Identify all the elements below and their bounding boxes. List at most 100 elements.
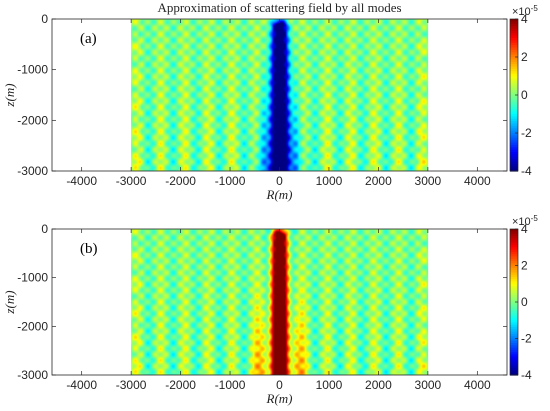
colorbar-segment — [510, 161, 518, 165]
colorbar-segment — [510, 68, 518, 72]
x-tick-label: 2000 — [365, 174, 392, 188]
x-tick-label: -4000 — [66, 174, 97, 188]
colorbar-segment — [510, 109, 518, 113]
colorbar-segment — [510, 238, 518, 242]
colorbar-segment — [510, 343, 518, 346]
colorbar-segment — [510, 137, 518, 141]
panels: -4000 -3000 -2000 -1000 0 1000 2000 3000 40000-1… — [2, 4, 538, 406]
colorbar-segment — [510, 263, 518, 267]
colorbar-segment — [510, 240, 518, 244]
colorbar-segment — [510, 21, 518, 25]
colorbar-segment — [510, 365, 518, 369]
colorbar-segment — [510, 256, 518, 260]
colorbar-tick-label: 4 — [521, 222, 528, 236]
colorbar-segment — [510, 297, 518, 301]
colorbar-tick-label: 2 — [521, 50, 528, 64]
colorbar-segment — [510, 333, 518, 337]
colorbar-segment — [510, 311, 518, 315]
y-tick-label: 0 — [41, 12, 48, 26]
colorbar-segment — [510, 111, 518, 115]
x-tick-label: -1000 — [215, 174, 246, 188]
colorbar-segment — [510, 274, 518, 278]
heatmap-field — [131, 229, 429, 375]
colorbar-segment — [510, 290, 518, 294]
colorbar-segment — [510, 33, 518, 37]
colorbar-segment — [510, 315, 518, 319]
colorbar-segment — [510, 299, 518, 303]
x-tick-label: -1000 — [215, 378, 246, 392]
colorbar-segment — [510, 331, 518, 335]
colorbar-segment — [510, 156, 518, 160]
colorbar-segment — [510, 283, 518, 287]
colorbar: 4 2 0 -2 -4 ×10-5 — [509, 214, 538, 382]
colorbar-segment — [510, 340, 518, 344]
colorbar-segment — [510, 260, 518, 264]
colorbar-segment — [510, 54, 518, 58]
colorbar-segment — [510, 64, 518, 68]
panel-a: -4000 -3000 -2000 -1000 0 1000 2000 3000 4000 0 -1… — [2, 4, 538, 202]
colorbar-segment — [510, 144, 518, 148]
x-tick-label: 0 — [276, 378, 283, 392]
colorbar-segment — [510, 97, 518, 101]
colorbar-segment — [510, 140, 518, 144]
colorbar-segment — [510, 118, 518, 122]
colorbar-segment — [510, 26, 518, 30]
colorbar-segment — [510, 19, 518, 22]
colorbar-segment — [510, 267, 518, 271]
colorbar-segment — [510, 317, 518, 321]
colorbar-segment — [510, 363, 518, 367]
x-tick-label: -3000 — [116, 378, 147, 392]
colorbar-tick-label: 2 — [521, 259, 528, 273]
colorbar-segment — [510, 272, 518, 276]
y-tick-label: -3000 — [17, 164, 48, 178]
colorbar-segment — [510, 254, 518, 257]
colorbar-segment — [510, 356, 518, 360]
colorbar-segment — [510, 147, 518, 151]
colorbar-segment — [510, 35, 518, 39]
colorbar-segment — [510, 242, 518, 246]
colorbar-segment — [510, 95, 518, 98]
panel-b: -4000 -3000 -2000 -1000 0 1000 2000 3000 4000 0 -1… — [2, 214, 538, 406]
colorbar-tick-label: -4 — [521, 368, 532, 382]
colorbar-segment — [510, 38, 518, 41]
colorbar-segment — [510, 130, 518, 134]
colorbar-segment — [510, 281, 518, 285]
x-tick-label: 3000 — [415, 174, 442, 188]
colorbar-segment — [510, 123, 518, 127]
x-tick-label: 2000 — [365, 378, 392, 392]
colorbar-segment — [510, 76, 518, 79]
x-tick-label: -2000 — [165, 174, 196, 188]
colorbar-segment — [510, 87, 518, 91]
colorbar-segment — [510, 40, 518, 44]
panel-label: (a) — [80, 31, 97, 47]
x-tick-label: 4000 — [464, 174, 491, 188]
colorbar-segment — [510, 302, 518, 305]
colorbar-segment — [510, 73, 518, 77]
colorbar-segment — [510, 265, 518, 269]
x-tick-label: 3000 — [415, 378, 442, 392]
colorbar-segment — [510, 336, 518, 340]
colorbar-segment — [510, 295, 518, 299]
figure-title: Approximation of scattering field by all… — [157, 0, 401, 15]
colorbar-segment — [510, 251, 518, 255]
colorbar-segment — [510, 276, 518, 280]
y-tick-label: 0 — [41, 222, 48, 236]
colorbar-segment — [510, 42, 518, 46]
x-axis-label: R(m) — [266, 187, 293, 202]
colorbar-segment — [510, 258, 518, 262]
colorbar-segment — [510, 329, 518, 333]
colorbar-tick-label: -2 — [521, 126, 532, 140]
colorbar-segment — [510, 361, 518, 365]
heatmap-field — [131, 19, 429, 171]
y-tick-label: -3000 — [17, 368, 48, 382]
colorbar-segment — [510, 128, 518, 132]
colorbar-segment — [510, 324, 518, 328]
colorbar-segment — [510, 142, 518, 146]
colorbar-segment — [510, 47, 518, 51]
colorbar-segment — [510, 121, 518, 125]
colorbar-segment — [510, 349, 518, 353]
colorbar-tick-label: 0 — [521, 88, 528, 102]
colorbar-exponent: ×10-5 — [512, 4, 538, 18]
colorbar-segment — [510, 28, 518, 32]
